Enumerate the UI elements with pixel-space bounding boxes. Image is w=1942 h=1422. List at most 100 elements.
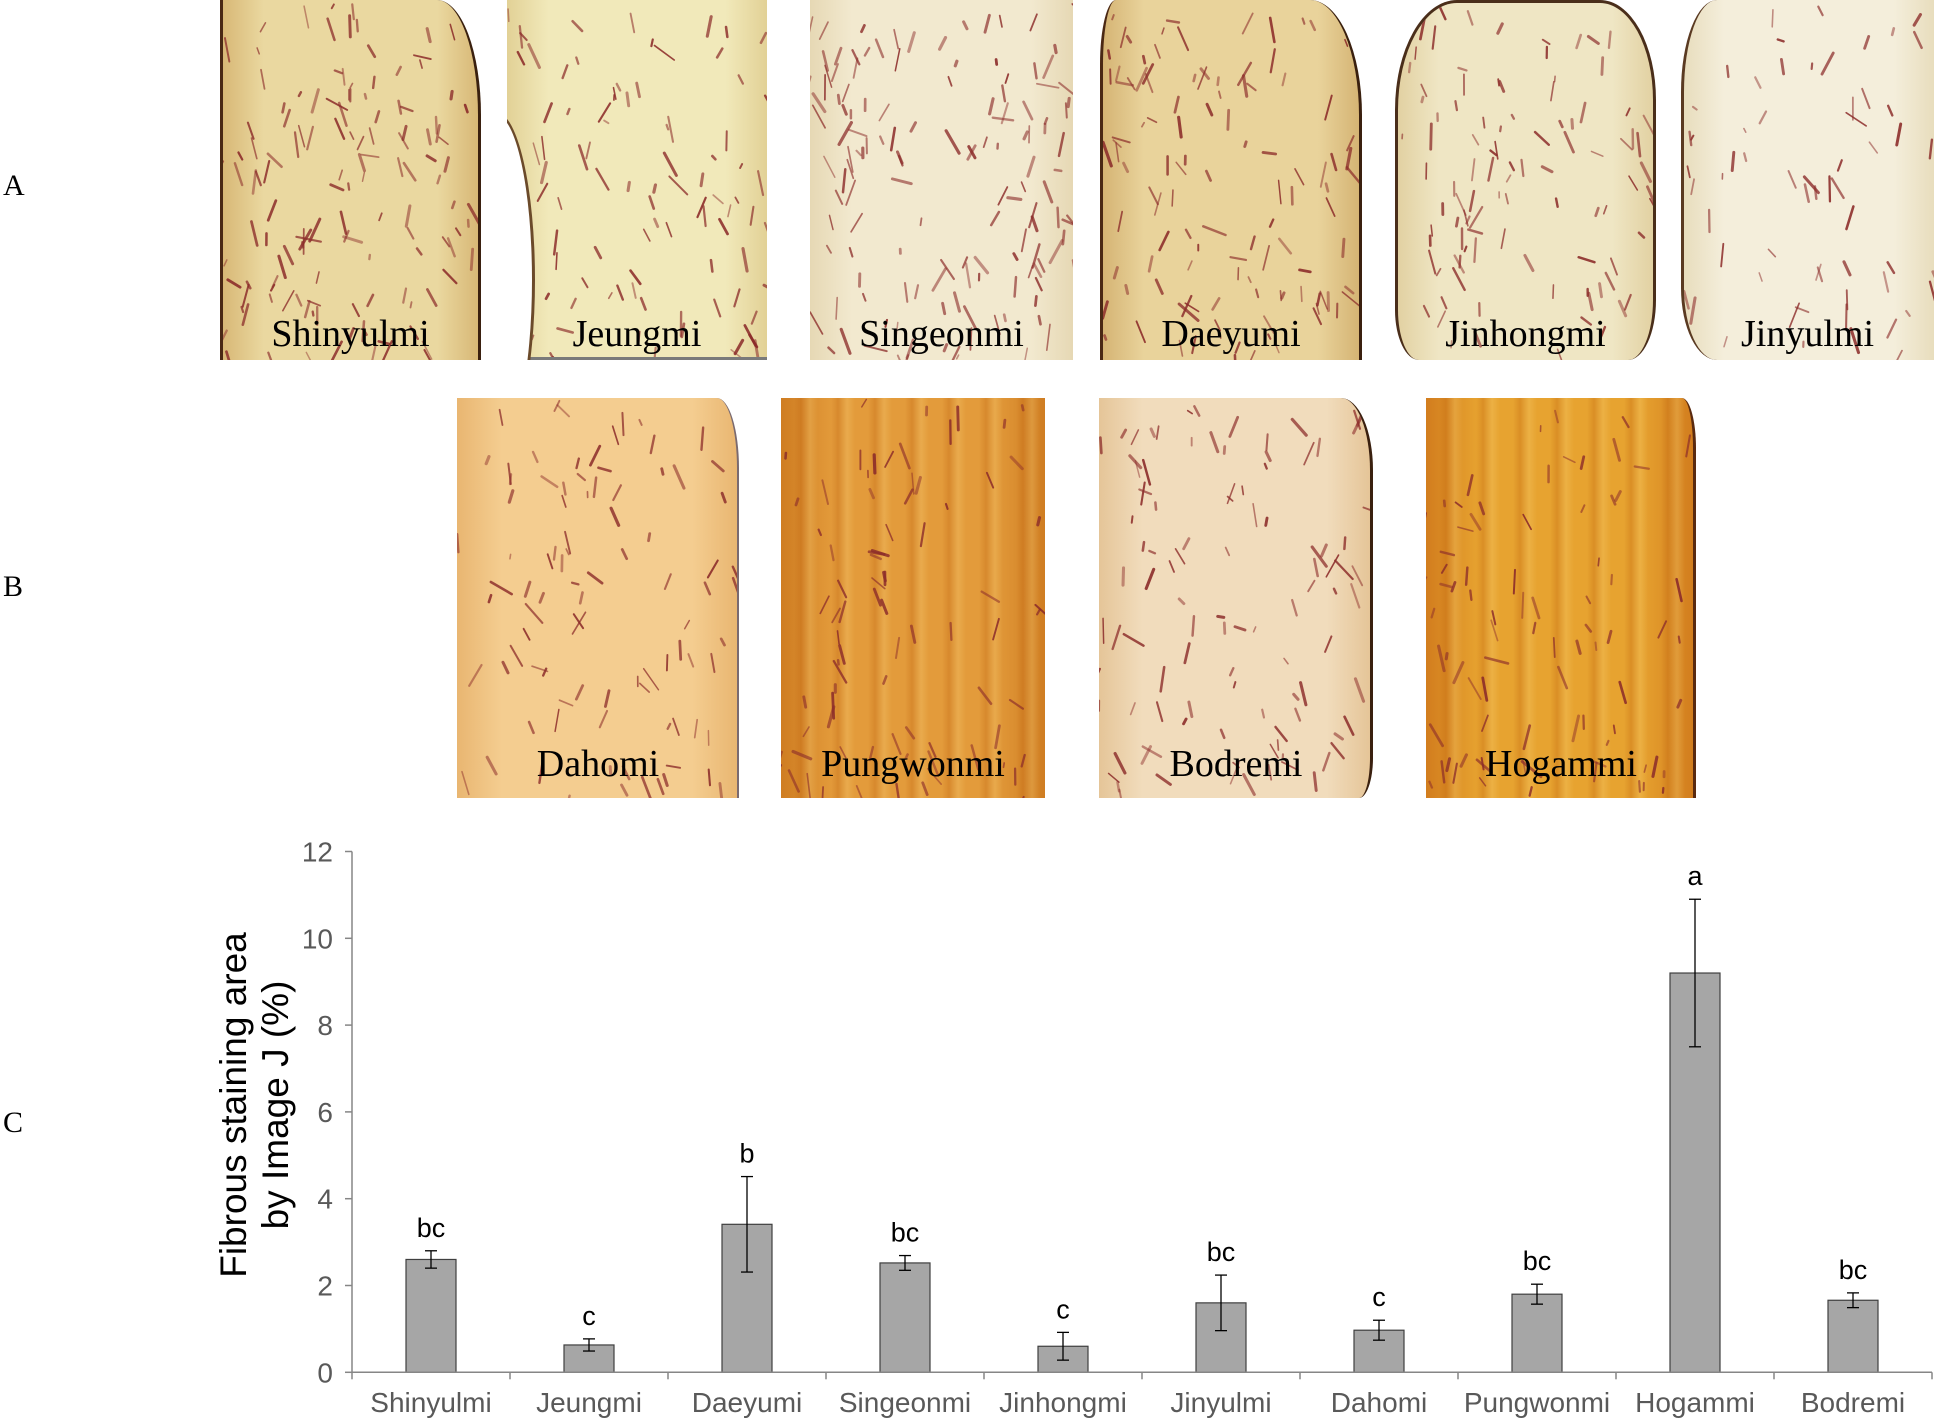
fiber-streak [1022, 130, 1029, 141]
fiber-stain-texture [507, 8, 767, 357]
fiber-streak [540, 160, 548, 185]
fiber-streak [1107, 772, 1120, 783]
fiber-streak [878, 103, 890, 122]
fiber-streak [1788, 302, 1800, 328]
fiber-streak [1362, 506, 1370, 511]
fiber-streak [1269, 743, 1279, 759]
fiber-streak [707, 768, 712, 787]
fiber-streak [733, 338, 745, 356]
fiber-streak [1803, 183, 1810, 204]
fiber-streak [836, 579, 848, 599]
fiber-streak [896, 150, 904, 165]
fiber-streak [348, 14, 352, 39]
fiber-streak [1283, 657, 1289, 665]
fiber-streak [1455, 192, 1467, 216]
fiber-streak [1473, 330, 1483, 348]
fiber-streak [1042, 54, 1055, 79]
fiber-streak [1584, 623, 1593, 633]
fiber-streak [1281, 72, 1287, 87]
fiber-streak [706, 559, 719, 579]
fiber-streak [1430, 224, 1434, 237]
fiber-streak [409, 301, 413, 309]
fiber-streak [461, 770, 470, 796]
fiber-streak [1617, 299, 1628, 318]
error-bar [899, 1254, 911, 1271]
fiber-streak [374, 110, 381, 124]
fiber-streak [871, 577, 886, 590]
fiber-streak [1120, 428, 1128, 439]
fiber-streak [441, 236, 451, 248]
fiber-streak [1614, 490, 1622, 502]
bar-chart: Fibrous staining area by Image J (%) 0 2 4… [213, 837, 1933, 1418]
fiber-streak [404, 204, 412, 228]
fiber-streak [1020, 181, 1027, 193]
fiber-streak [748, 333, 759, 349]
fiber-streak [1004, 73, 1010, 84]
fiber-streak [1440, 760, 1446, 784]
fiber-streak [1341, 291, 1359, 307]
error-bar [1057, 1331, 1069, 1361]
fiber-streak [1071, 3, 1073, 6]
fiber-streak [1533, 130, 1550, 146]
fiber-streak [1022, 795, 1025, 798]
stain-overlay [457, 399, 737, 798]
fiber-stain-texture [781, 398, 1045, 798]
fiber-stain-texture [810, 3, 1073, 360]
fiber-streak [737, 74, 745, 85]
fiber-streak [1450, 581, 1457, 593]
fiber-streak [891, 733, 902, 755]
fiber-streak [1522, 513, 1532, 531]
fiber-streak [1420, 95, 1425, 104]
fiber-streak [567, 794, 571, 798]
fiber-streak [1625, 107, 1631, 117]
fiber-streak [702, 205, 707, 228]
fiber-streak [1512, 568, 1516, 595]
fiber-streak [484, 455, 491, 466]
fiber-streak [1346, 135, 1355, 152]
fiber-streak [612, 86, 617, 100]
specimen-jeungmi: Jeungmi [507, 0, 767, 360]
y-axis-title: Fibrous staining area by Image J (%) [213, 932, 296, 1278]
significance-letter: bc [1839, 1255, 1868, 1285]
fiber-streak [446, 237, 456, 258]
fiber-streak [712, 194, 724, 205]
fiber-streak [1606, 629, 1613, 644]
fiber-streak [538, 591, 545, 604]
fiber-streak [330, 340, 343, 360]
fiber-streak [485, 755, 498, 776]
fiber-streak [436, 174, 442, 185]
fiber-streak [1268, 16, 1276, 44]
fiber-streak [1126, 77, 1136, 91]
fiber-streak [894, 47, 901, 72]
fiber-streak [1563, 130, 1575, 154]
fiber-streak [1107, 49, 1112, 60]
fiber-streak [1928, 280, 1934, 302]
fiber-streak [1228, 415, 1240, 438]
fiber-streak [823, 155, 836, 178]
fiber-streak [1042, 180, 1054, 204]
fiber-streak [909, 121, 917, 133]
fiber-streak [1353, 409, 1362, 430]
fiber-streak [1771, 8, 1774, 28]
fiber-streak [549, 352, 554, 357]
fiber-streak [1232, 761, 1240, 769]
fiber-streak [1144, 73, 1154, 94]
fiber-streak [1122, 161, 1130, 174]
significance-letter: bc [891, 1218, 920, 1248]
fiber-streak [425, 27, 432, 44]
fiber-streak [1020, 228, 1027, 253]
fiber-streak [830, 63, 839, 82]
fiber-streak [949, 621, 953, 641]
fiber-streak [1643, 764, 1647, 773]
fiber-streak [1061, 229, 1066, 246]
fiber-streak [921, 781, 929, 797]
fiber-streak [366, 44, 377, 59]
fiber-streak [1816, 266, 1824, 283]
fiber-streak [487, 593, 493, 604]
error-bar [741, 1175, 753, 1273]
fiber-streak [1723, 336, 1728, 348]
fiber-streak [1027, 265, 1034, 279]
significance-letter: bc [1523, 1246, 1552, 1276]
fiber-streak [1154, 43, 1161, 59]
fiber-streak [426, 288, 438, 307]
